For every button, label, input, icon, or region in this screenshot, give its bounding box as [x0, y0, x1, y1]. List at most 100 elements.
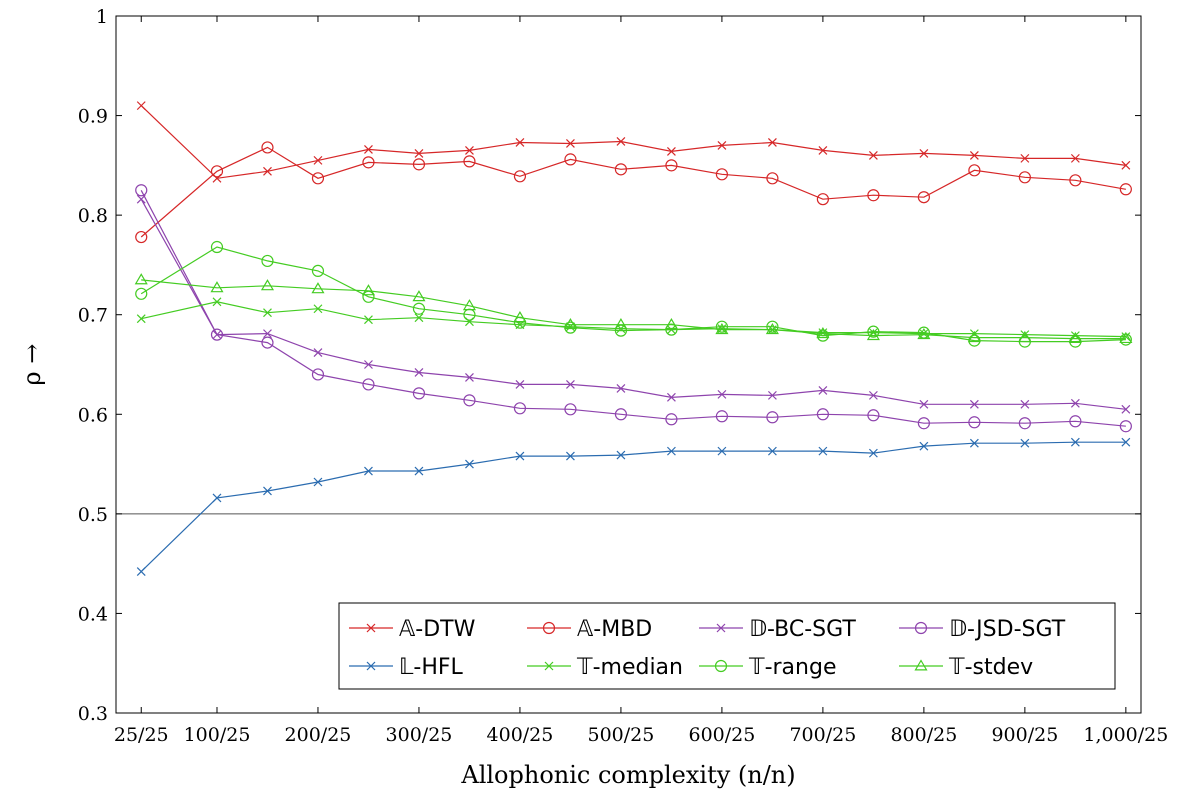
data-point	[767, 446, 777, 456]
y-tick-label: 0.7	[78, 305, 108, 327]
series-5	[136, 297, 1131, 342]
data-point	[1020, 438, 1030, 448]
data-point	[969, 438, 979, 448]
data-point	[566, 139, 575, 148]
legend-item: 𝔸-MBD	[527, 617, 652, 642]
data-point	[412, 290, 426, 302]
data-point	[816, 193, 829, 206]
data-point	[364, 360, 373, 369]
data-point	[715, 410, 729, 423]
data-point	[311, 282, 325, 294]
data-point	[1068, 331, 1082, 344]
data-point	[210, 281, 224, 293]
data-point	[313, 477, 323, 487]
data-point	[968, 164, 981, 177]
data-point	[969, 150, 979, 160]
data-point	[463, 394, 476, 407]
data-point	[616, 450, 626, 460]
y-tick-label: 0.9	[78, 106, 108, 128]
data-point	[135, 230, 148, 244]
legend-box	[338, 602, 1116, 690]
y-tick-label: 0.4	[78, 603, 108, 625]
data-point	[868, 390, 878, 400]
data-point	[414, 466, 424, 476]
data-point	[414, 148, 424, 158]
series-4	[136, 437, 1131, 577]
legend-item: 𝔸-DTW	[349, 617, 476, 642]
data-point	[263, 329, 272, 339]
plot-frame	[115, 15, 1142, 714]
legend-swatch-marker	[544, 661, 554, 671]
legend-item: 𝕃-HFL	[349, 655, 464, 680]
legend-swatch-marker	[716, 623, 726, 633]
data-point	[465, 145, 474, 155]
data-point	[513, 402, 527, 415]
data-point	[263, 166, 272, 176]
legend-swatch-marker	[366, 623, 376, 633]
legend-label: 𝕋-range	[748, 655, 836, 680]
data-point	[818, 385, 828, 395]
data-point	[260, 279, 275, 291]
data-point	[867, 189, 880, 202]
data-point	[715, 322, 729, 335]
legend-swatch-marker	[714, 659, 728, 673]
legend-item: 𝕋-median	[527, 655, 683, 680]
data-point	[136, 101, 146, 111]
legend-item: 𝕋-range	[699, 655, 836, 680]
data-point	[1070, 437, 1080, 447]
data-point	[311, 172, 325, 185]
x-tick-label: 1,000/25	[1083, 724, 1168, 746]
series-line	[140, 146, 1127, 238]
data-point	[616, 137, 626, 146]
y-tick-label: 0.3	[78, 703, 108, 725]
data-point	[135, 287, 148, 300]
data-point	[566, 379, 575, 389]
series-3	[135, 184, 1132, 433]
data-point	[212, 297, 222, 307]
data-point	[818, 446, 828, 456]
data-point	[1121, 437, 1131, 447]
data-point	[665, 413, 678, 426]
data-point	[1018, 417, 1031, 430]
data-point	[969, 399, 979, 409]
data-point	[766, 411, 779, 424]
axis-ticks: 0.3 0.4 0.5 0.6 0.7 0.8 0.9 1 25/25 100/25 200/25 3…	[78, 6, 1169, 746]
data-point	[136, 567, 146, 577]
series-line	[140, 441, 1126, 573]
data-point	[917, 191, 930, 204]
data-point	[364, 315, 373, 325]
data-point	[515, 379, 525, 389]
data-point	[361, 284, 376, 296]
series-0	[136, 101, 1131, 183]
y-tick-label: 1	[96, 6, 108, 28]
x-tick-label: 25/25	[114, 724, 169, 746]
data-point	[1070, 398, 1080, 408]
data-point	[717, 141, 727, 150]
data-point	[867, 409, 880, 422]
data-point	[666, 392, 676, 402]
data-point	[313, 155, 323, 165]
data-point	[263, 486, 272, 496]
data-point	[1121, 404, 1131, 414]
data-point	[614, 408, 628, 421]
data-point	[766, 172, 779, 185]
x-axis-label: Allophonic complexity (n/n)	[460, 761, 795, 789]
data-point	[816, 408, 829, 421]
data-point	[717, 389, 727, 399]
legend-label: 𝕃-HFL	[399, 655, 464, 680]
data-point	[1069, 415, 1082, 428]
data-point	[210, 240, 224, 254]
x-tick-label: 400/25	[487, 724, 554, 746]
data-point	[766, 320, 779, 333]
data-point	[515, 451, 525, 461]
x-tick-label: 700/25	[789, 724, 856, 746]
data-point	[868, 150, 878, 160]
legend-swatch-marker	[366, 661, 376, 671]
data-point	[614, 317, 628, 330]
legend-item: 𝔻-JSD-SGT	[899, 617, 1066, 642]
data-point	[1018, 171, 1031, 184]
data-point	[311, 368, 325, 381]
series-layer	[134, 101, 1133, 577]
legend-label: 𝔻-BC-SGT	[749, 617, 856, 642]
series-6	[135, 240, 1132, 348]
